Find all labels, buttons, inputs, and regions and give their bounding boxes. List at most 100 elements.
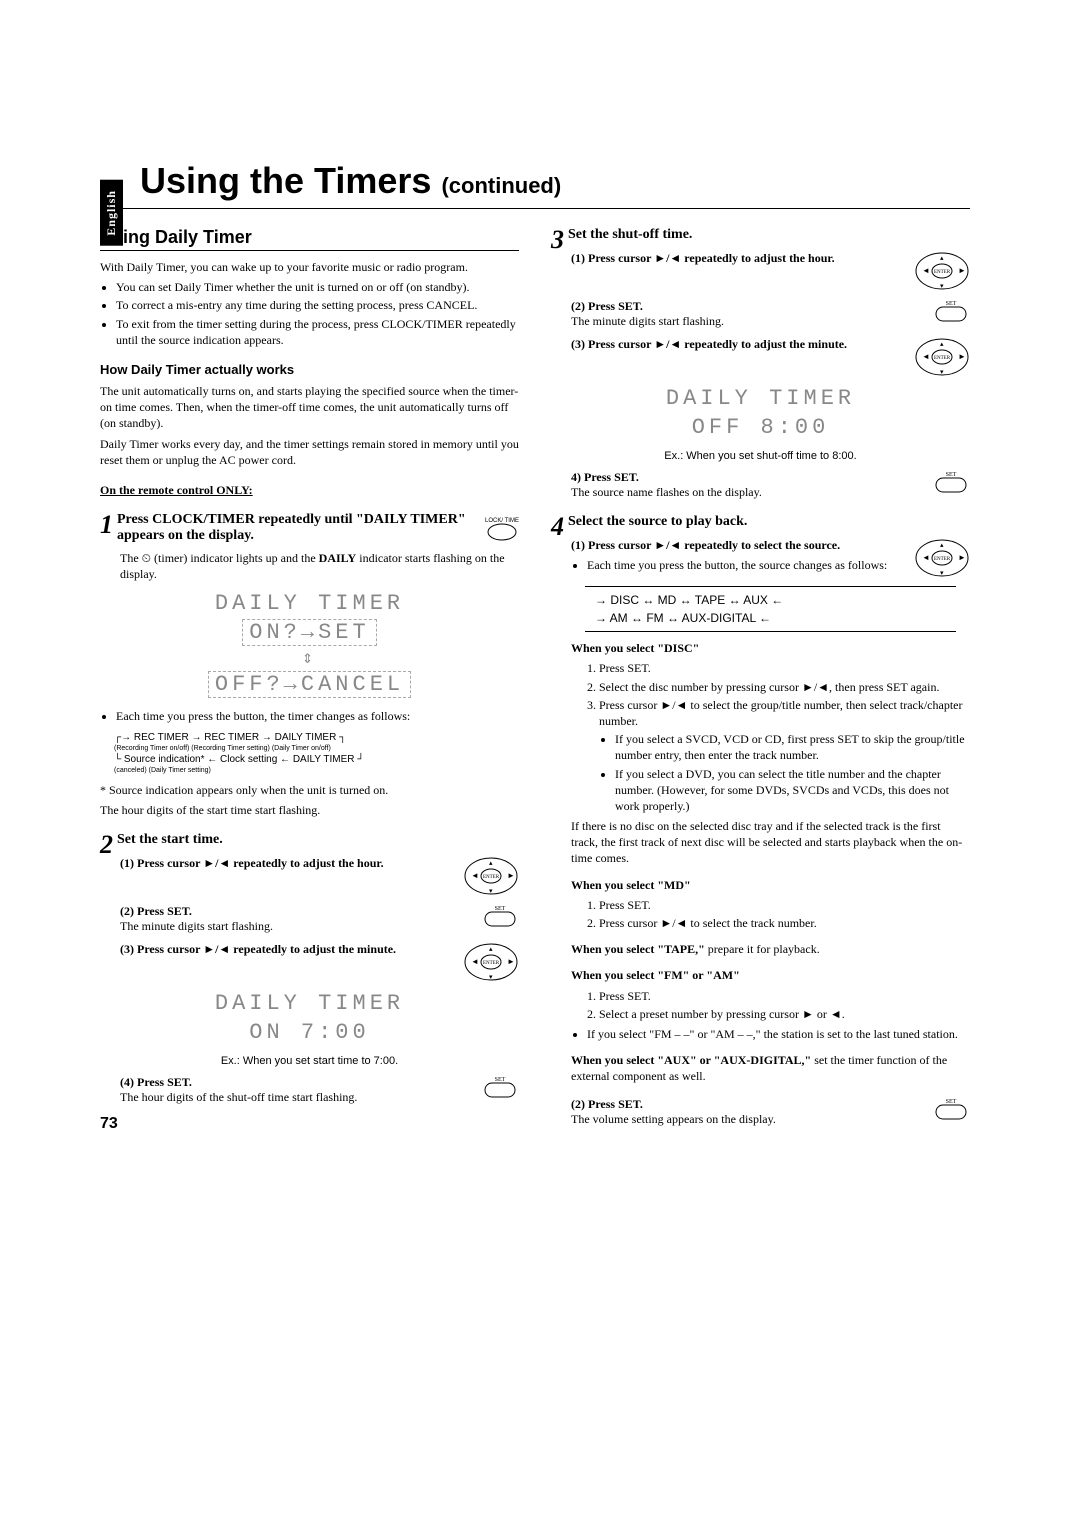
fm-li: Press SET.: [599, 988, 970, 1004]
disc-sub: If you select a DVD, you can select the …: [615, 766, 970, 815]
lcd-line: OFF 8:00: [551, 414, 970, 443]
section-heading: Using Daily Timer: [100, 227, 519, 251]
set-button-icon: SET: [483, 1075, 519, 1099]
left-column: Using Daily Timer With Daily Timer, you …: [100, 227, 519, 1133]
flow-row: └ Source indication* ← Clock setting ← D…: [114, 754, 519, 765]
step-2: 2 Set the start time. (1) Press cursor ►…: [100, 832, 519, 1105]
fm-heading: When you select "FM" or "AM": [571, 967, 970, 983]
disc-heading: When you select "DISC": [571, 640, 970, 656]
s4-2a: (2) Press SET.: [571, 1097, 924, 1112]
svg-text:▴: ▴: [940, 340, 944, 348]
s2-4b: The hour digits of the shut-off time sta…: [120, 1090, 473, 1105]
svg-text:SET: SET: [946, 472, 957, 478]
lcd-line: DAILY TIMER: [100, 990, 519, 1019]
s3-3: (3) Press cursor ►/◄ repeatedly to adjus…: [571, 337, 847, 351]
enter-button-icon: ENTER◄►▴▾: [914, 538, 970, 578]
disc-sub: If you select a SVCD, VCD or CD, first p…: [615, 731, 970, 763]
step-1: 1 Press CLOCK/TIMER repeatedly until "DA…: [100, 512, 519, 818]
how-p1: The unit automatically turns on, and sta…: [100, 383, 519, 432]
md-list: Press SET. Press cursor ►/◄ to select th…: [571, 897, 970, 931]
s2-1: (1) Press cursor ►/◄ repeatedly to adjus…: [120, 856, 384, 870]
intro-bullets: You can set Daily Timer whether the unit…: [100, 279, 519, 348]
svg-text:SET: SET: [495, 1077, 506, 1083]
md-li: Press cursor ►/◄ to select the track num…: [599, 915, 970, 931]
svg-text:SET: SET: [946, 1099, 957, 1105]
enter-button-icon: ENTER◄►▴▾: [914, 337, 970, 377]
src-row-1: → DISC ↔ MD ↔ TAPE ↔ AUX ←: [585, 591, 956, 609]
intro-bullet: To exit from the timer setting during th…: [116, 316, 519, 348]
title-main: Using the Timers: [140, 160, 431, 201]
tape-line: When you select "TAPE," prepare it for p…: [571, 941, 970, 957]
svg-text:►: ►: [507, 957, 515, 966]
each-press: Each time you press the button, the time…: [116, 708, 519, 724]
source-cycle: → DISC ↔ MD ↔ TAPE ↔ AUX ← → AM ↔ FM ↔ A…: [585, 586, 956, 632]
title-continued: (continued): [441, 173, 561, 198]
hour-start: The hour digits of the start time start …: [100, 802, 519, 818]
s2-2b: The minute digits start flashing.: [120, 919, 473, 934]
s4-1b: Each time you press the button, the sour…: [587, 557, 904, 573]
step3-title: Set the shut-off time.: [568, 227, 692, 242]
svg-text:ENTER: ENTER: [934, 270, 951, 275]
svg-text:▴: ▴: [940, 254, 944, 262]
set-button-icon: SET: [483, 904, 519, 928]
flow-row: ┌→ REC TIMER → REC TIMER → DAILY TIMER ┐: [114, 732, 519, 743]
s3-1: (1) Press cursor ►/◄ repeatedly to adjus…: [571, 251, 835, 265]
step1-desc: The ⏲ (timer) indicator lights up and th…: [120, 550, 519, 582]
step-number-2: 2: [100, 832, 113, 858]
s2-2a: (2) Press SET.: [120, 904, 473, 919]
lcd-line: ON 7:00: [100, 1019, 519, 1048]
flow-sub: (Recording Timer on/off) (Recording Time…: [114, 745, 519, 752]
remote-only: On the remote control ONLY:: [100, 482, 519, 498]
svg-text:▾: ▾: [940, 282, 944, 290]
intro-bullet: To correct a mis-entry any time during t…: [116, 297, 519, 313]
fm-bullet: If you select "FM – –" or "AM – –," the …: [587, 1026, 970, 1042]
fm-li: Select a preset number by pressing curso…: [599, 1006, 970, 1022]
s3-4b: The source name flashes on the display.: [571, 485, 924, 500]
lcd-line: DAILY TIMER: [551, 385, 970, 414]
lcd-display-2: DAILY TIMER ON 7:00: [100, 990, 519, 1047]
aux-line: When you select "AUX" or "AUX-DIGITAL," …: [571, 1052, 970, 1084]
language-tab: English: [100, 180, 123, 246]
s3-2b: The minute digits start flashing.: [571, 314, 924, 329]
fm-list: Press SET. Select a preset number by pre…: [571, 988, 970, 1022]
s3-2a: (2) Press SET.: [571, 299, 924, 314]
disc-note: If there is no disc on the selected disc…: [571, 818, 970, 867]
svg-text:►: ►: [958, 352, 966, 361]
svg-text:ENTER: ENTER: [934, 356, 951, 361]
lcd-display-3: DAILY TIMER OFF 8:00: [551, 385, 970, 442]
s4-1a: (1) Press cursor ►/◄ repeatedly to selec…: [571, 538, 904, 553]
clock-timer-button-icon: CLOCK/ TIMER: [485, 512, 519, 546]
s2-4a: (4) Press SET.: [120, 1075, 473, 1090]
set-button-icon: SET: [934, 470, 970, 494]
svg-text:◄: ◄: [471, 957, 479, 966]
right-column: 3 Set the shut-off time. (1) Press curso…: [551, 227, 970, 1133]
title-rule: [100, 208, 970, 209]
svg-text:▴: ▴: [489, 945, 493, 953]
intro-bullet: You can set Daily Timer whether the unit…: [116, 279, 519, 295]
enter-button-icon: ENTER ◄ ► ▴ ▾: [914, 251, 970, 291]
page-number: 73: [100, 1115, 519, 1133]
lcd-dashed: OFF?→CANCEL: [208, 671, 411, 698]
enter-button-icon: ENTER◄►▴▾: [463, 856, 519, 896]
svg-text:▾: ▾: [940, 569, 944, 577]
svg-text:▾: ▾: [489, 973, 493, 981]
lcd-dashed: ON?→SET: [242, 619, 376, 646]
svg-text:►: ►: [507, 871, 515, 880]
enter-button-icon: ENTER◄►▴▾: [463, 942, 519, 982]
svg-text:◄: ◄: [922, 266, 930, 275]
svg-text:►: ►: [958, 266, 966, 275]
s2-3: (3) Press cursor ►/◄ repeatedly to adjus…: [120, 942, 396, 956]
flow-sub: (canceled) (Daily Timer setting): [114, 767, 519, 774]
how-p2: Daily Timer works every day, and the tim…: [100, 436, 519, 468]
step-3: 3 Set the shut-off time. (1) Press curso…: [551, 227, 970, 500]
step-number-4: 4: [551, 514, 564, 540]
how-heading: How Daily Timer actually works: [100, 362, 519, 377]
set-button-icon: SET: [934, 1097, 970, 1121]
lcd3-caption: Ex.: When you set shut-off time to 8:00.: [551, 450, 970, 462]
s3-4a: 4) Press SET.: [571, 470, 924, 485]
lcd2-caption: Ex.: When you set start time to 7:00.: [100, 1055, 519, 1067]
svg-text:SET: SET: [946, 301, 957, 307]
disc-li: Press SET.: [599, 660, 970, 676]
svg-text:▾: ▾: [940, 368, 944, 376]
disc-list: Press SET. Select the disc number by pre…: [571, 660, 970, 814]
